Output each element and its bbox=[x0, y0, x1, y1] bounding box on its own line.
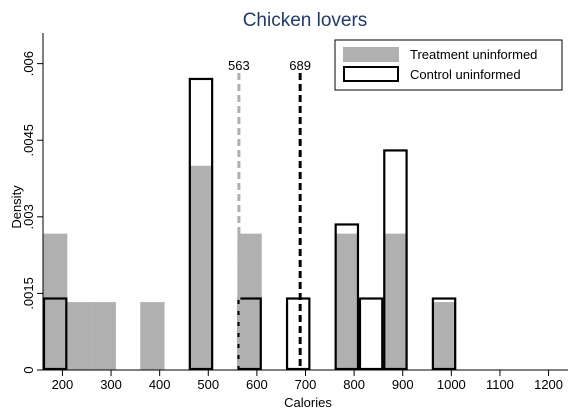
y-tick-label-.0015: .0015 bbox=[21, 277, 36, 310]
chart-title: Chicken lovers bbox=[243, 10, 368, 31]
bar-treatment-8 bbox=[431, 302, 457, 370]
reference-line-label-689: 689 bbox=[289, 58, 311, 73]
x-tick-label-200: 200 bbox=[52, 377, 74, 392]
x-axis-label: Calories bbox=[284, 395, 332, 410]
bar-treatment-1 bbox=[67, 302, 92, 370]
bar-treatment-6 bbox=[334, 233, 359, 370]
reference-lines-layer: 563 689 bbox=[228, 58, 311, 370]
x-tick-label-900: 900 bbox=[392, 377, 414, 392]
bar-treatment-2 bbox=[91, 302, 116, 370]
legend-label-treatment: Treatment uninformed bbox=[410, 47, 537, 62]
axes-layer: 200 300 400 500 600 700 800 900 1000 1100 1200 0 .00… bbox=[21, 33, 568, 392]
bar-control-4 bbox=[334, 223, 360, 371]
bar-treatment-4 bbox=[188, 165, 214, 370]
y-tick-label-0: 0 bbox=[21, 366, 36, 373]
x-tick-label-500: 500 bbox=[197, 377, 219, 392]
bar-control-2 bbox=[237, 297, 262, 371]
y-tick-label-.0045: .0045 bbox=[21, 124, 36, 157]
bar-control-6 bbox=[383, 149, 408, 371]
x-tick-label-400: 400 bbox=[149, 377, 171, 392]
x-tick-label-600: 600 bbox=[246, 377, 268, 392]
y-tick-label-.006: .006 bbox=[21, 51, 36, 76]
bar-treatment-3 bbox=[140, 302, 165, 370]
x-tick-label-1000: 1000 bbox=[437, 377, 466, 392]
bar-control-7 bbox=[431, 297, 457, 371]
legend-swatch-treatment bbox=[343, 47, 399, 62]
legend: Treatment uninformed Control uninformed bbox=[334, 39, 563, 91]
x-tick-label-700: 700 bbox=[295, 377, 317, 392]
bar-control-5 bbox=[358, 297, 384, 371]
bar-treatment-0 bbox=[43, 233, 68, 370]
x-tick-label-800: 800 bbox=[343, 377, 365, 392]
x-tick-label-1200: 1200 bbox=[534, 377, 563, 392]
legend-swatch-control bbox=[343, 66, 399, 82]
x-tick-label-300: 300 bbox=[100, 377, 122, 392]
bar-control-3 bbox=[285, 297, 311, 371]
bar-treatment-7 bbox=[383, 233, 408, 370]
y-tick-label-.003: .003 bbox=[21, 204, 36, 229]
bar-control-0 bbox=[42, 297, 68, 371]
bar-treatment-5 bbox=[237, 233, 262, 370]
bar-control-1 bbox=[188, 77, 214, 371]
bars-layer bbox=[42, 77, 457, 371]
x-tick-label-1100: 1100 bbox=[486, 377, 514, 392]
reference-line-label-563: 563 bbox=[228, 58, 250, 73]
y-axis-label: Density bbox=[9, 185, 24, 229]
legend-label-control: Control uninformed bbox=[410, 67, 521, 82]
